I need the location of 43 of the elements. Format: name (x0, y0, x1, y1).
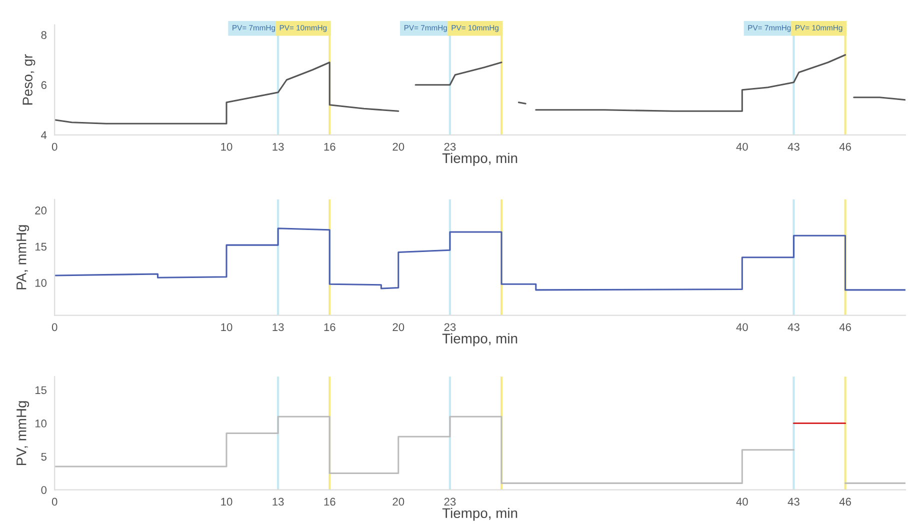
x-tick-label: 23 (444, 498, 456, 506)
x-tick-label: 13 (272, 142, 284, 151)
x-axis-title: Tiempo, min (442, 333, 518, 346)
y-tick-label: 15 (35, 386, 46, 394)
x-tick-label: 46 (839, 323, 851, 332)
x-tick-label: 23 (444, 323, 456, 332)
x-tick-label: 13 (272, 498, 284, 506)
x-tick-label: 40 (736, 498, 748, 506)
y-axis-title: PA, mmHg (16, 225, 30, 290)
x-tick-label: 16 (324, 498, 336, 506)
y-tick-label: 0 (41, 486, 47, 494)
x-tick-label: 46 (839, 498, 851, 506)
x-axis-title: Tiempo, min (442, 508, 518, 521)
x-tick-label: 13 (272, 323, 284, 332)
y-tick-label: 10 (35, 278, 47, 287)
y-axis-title: PV, mmHg (16, 401, 30, 466)
y-tick-label: 20 (35, 206, 47, 214)
x-tick-label: 43 (788, 142, 800, 151)
x-tick-label: 23 (444, 142, 456, 151)
x-tick-label: 20 (392, 142, 404, 151)
x-tick-label: 10 (221, 323, 232, 332)
y-axis-title: Peso, gr (22, 54, 36, 105)
y-tick-label: 4 (41, 131, 47, 139)
x-tick-label: 20 (392, 323, 404, 332)
x-tick-label: 16 (324, 323, 336, 332)
y-tick-label: 15 (35, 242, 46, 251)
y-tick-label: 10 (35, 420, 47, 428)
x-tick-label: 43 (788, 323, 800, 332)
x-tick-label: 0 (52, 498, 58, 506)
x-tick-label: 20 (392, 498, 404, 506)
x-tick-label: 40 (736, 142, 748, 151)
x-tick-label: 16 (324, 142, 336, 151)
x-tick-label: 10 (221, 142, 232, 151)
x-axis-title: Tiempo, min (442, 152, 518, 166)
x-tick-label: 0 (52, 142, 58, 151)
y-tick-label: 8 (41, 31, 46, 39)
y-tick-label: 5 (41, 452, 46, 461)
x-tick-label: 40 (736, 323, 748, 332)
x-tick-label: 43 (788, 498, 800, 506)
y-tick-label: 6 (41, 81, 46, 90)
x-tick-label: 46 (839, 142, 851, 151)
x-tick-label: 0 (52, 323, 58, 332)
x-tick-label: 10 (221, 498, 232, 506)
